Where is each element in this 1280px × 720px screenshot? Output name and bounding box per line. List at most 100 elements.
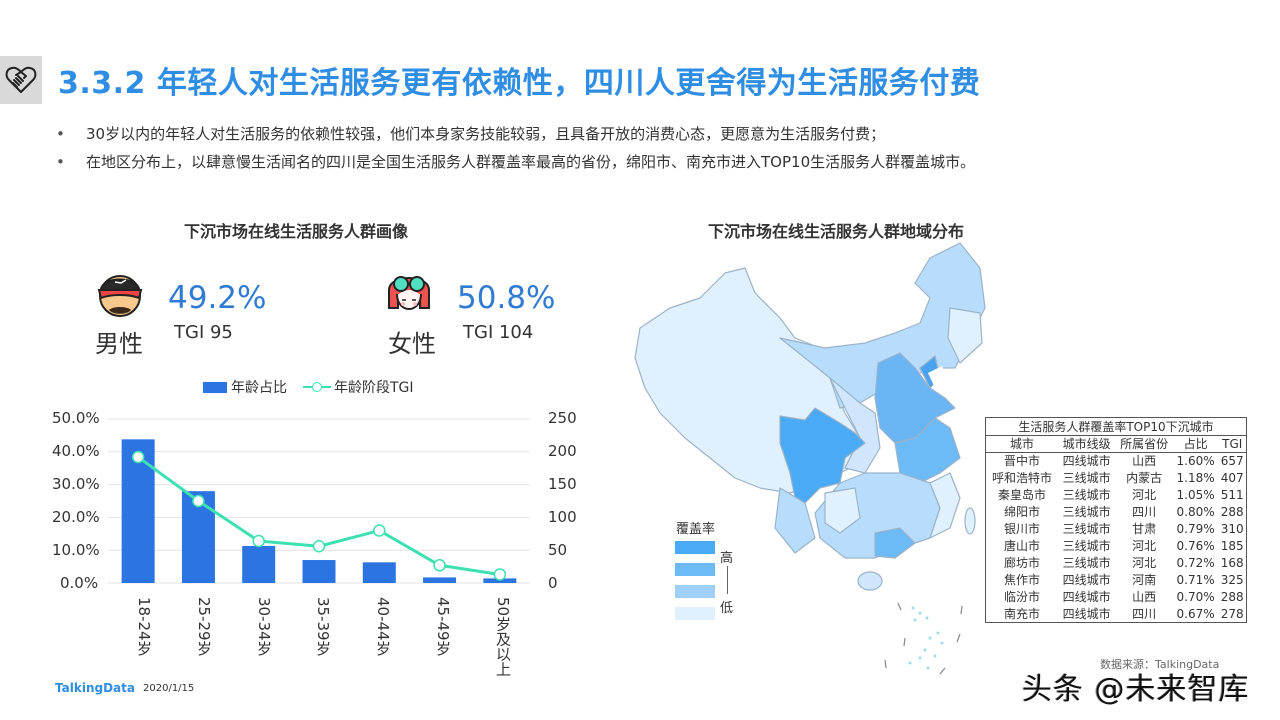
chart-legend: 年龄占比 年龄阶段TGI [203, 377, 414, 397]
cell-province: 甘肃 [1132, 522, 1157, 536]
cell-tgi: 288 [1220, 505, 1244, 519]
bar-legend-swatch [203, 381, 227, 393]
tgi-point [433, 559, 446, 572]
cell-tier: 四线城市 [1062, 573, 1111, 587]
cell-tgi: 288 [1220, 590, 1244, 604]
cell-city: 呼和浩特市 [991, 470, 1052, 485]
legend-rule [727, 566, 728, 594]
legend-swatch-highest [675, 541, 715, 554]
bullet-list: • 30岁以内的年轻人对生活服务的依赖性较强，他们本身家务技能较弱，且具备开放的消… [56, 120, 975, 176]
line-legend-label: 年龄阶段TGI [334, 380, 414, 396]
bar-35-39岁 [302, 560, 336, 583]
cell-tier: 三线城市 [1062, 471, 1111, 485]
cell-share: 0.67% [1176, 606, 1215, 621]
table-row: 银川市 三线城市 甘肃 0.79% 310 [986, 521, 1247, 538]
report-date: 2020/1/15 [143, 683, 195, 694]
cell-tgi: 310 [1220, 522, 1244, 536]
cell-tgi: 407 [1220, 471, 1244, 485]
cell-share: 0.71% [1176, 573, 1215, 587]
line-legend-swatch [303, 381, 331, 393]
male-label: 男性 [95, 330, 143, 358]
table-row: 秦皇岛市 三线城市 河北 1.05% 511 [986, 487, 1247, 504]
bar-45-49岁 [423, 577, 457, 583]
table-row: 绵阳市 三线城市 四川 0.80% 288 [986, 504, 1247, 521]
table-row: 临汾市 四线城市 山西 0.70% 288 [986, 589, 1247, 606]
cell-tgi: 325 [1220, 573, 1244, 587]
cell-city: 廊坊市 [1003, 556, 1040, 570]
cell-province: 四川 [1132, 606, 1157, 621]
map-legend-title: 覆盖率 [676, 522, 716, 537]
male-percent: 49.2% [168, 280, 267, 316]
cell-share: 1.05% [1176, 488, 1215, 502]
table-row: 呼和浩特市 三线城市 内蒙古 1.18% 407 [986, 470, 1247, 487]
female-percent: 50.8% [457, 280, 556, 316]
legend-low-label: 低 [720, 601, 734, 616]
tgi-point [192, 494, 205, 508]
watermark: 头条 @未来智库 [1022, 672, 1250, 707]
bar-40-44岁 [362, 562, 396, 583]
cell-share: 1.60% [1176, 454, 1215, 469]
cell-tier: 四线城市 [1062, 454, 1111, 469]
cell-share: 0.70% [1176, 590, 1215, 604]
bullet-item: • 在地区分布上，以肆意慢生活闻名的四川是全国生活服务人群覆盖率最高的省份，绵阳市… [56, 153, 976, 171]
col-header-province: 所属省份 [1115, 435, 1173, 453]
cell-city: 唐山市 [1003, 539, 1040, 553]
cell-city: 南充市 [1003, 606, 1040, 621]
china-coverage-map [630, 238, 990, 678]
cell-share: 1.18% [1176, 471, 1215, 485]
table-row: 廊坊市 三线城市 河北 0.72% 168 [986, 555, 1247, 572]
table-row: 唐山市 三线城市 河北 0.76% 185 [986, 538, 1247, 555]
talkingdata-logo: TalkingData [55, 681, 135, 695]
persona-section-title: 下沉市场在线生活服务人群画像 [184, 222, 409, 241]
tgi-point [373, 524, 386, 537]
cell-tier: 三线城市 [1062, 505, 1111, 519]
col-header-city: 城市 [985, 435, 1058, 453]
cell-province: 河南 [1132, 573, 1157, 587]
tgi-point [252, 534, 265, 548]
bar-legend-label: 年龄占比 [231, 380, 287, 396]
cell-tier: 三线城市 [1062, 522, 1111, 536]
cell-province: 河北 [1132, 488, 1157, 502]
handshake-heart-icon [0, 56, 42, 104]
cell-province: 河北 [1132, 556, 1157, 570]
cell-share: 0.79% [1176, 522, 1215, 536]
cell-tier: 四线城市 [1062, 590, 1111, 604]
cell-tier: 三线城市 [1062, 539, 1111, 553]
cell-city: 临汾市 [1003, 590, 1040, 604]
cell-tgi: 657 [1220, 454, 1244, 469]
cell-province: 内蒙古 [1126, 471, 1163, 485]
bullet-item: • 30岁以内的年轻人对生活服务的依赖性较强，他们本身家务技能较弱，且具备开放的消… [56, 125, 886, 143]
col-header-tgi: TGI [1218, 435, 1247, 453]
col-header-tier: 城市线级 [1057, 435, 1116, 453]
female-label: 女性 [388, 330, 436, 358]
tgi-point [493, 568, 507, 581]
legend-swatch-low [675, 607, 715, 620]
cell-share: 0.72% [1176, 556, 1215, 570]
cell-tgi: 511 [1220, 488, 1244, 502]
tgi-point [131, 450, 145, 464]
cell-tier: 三线城市 [1062, 556, 1111, 570]
cell-tier: 三线城市 [1062, 488, 1111, 502]
cell-tgi: 185 [1220, 539, 1244, 553]
cell-tgi: 278 [1220, 606, 1244, 621]
female-tgi: TGI 104 [463, 322, 534, 343]
cell-province: 四川 [1132, 505, 1157, 519]
male-avatar-icon [95, 268, 145, 318]
cell-share: 0.80% [1176, 505, 1215, 519]
bar-30-34岁 [242, 545, 276, 583]
cell-city: 焦作市 [1003, 573, 1040, 587]
tgi-point [312, 540, 326, 553]
col-header-share: 占比 [1172, 435, 1219, 453]
cell-tier: 四线城市 [1062, 606, 1111, 621]
page-title: 3.3.2 年轻人对生活服务更有依赖性，四川人更舍得为生活服务付费 [58, 66, 981, 101]
legend-swatch-medium [675, 585, 715, 598]
table-title: 生活服务人群覆盖率TOP10下沉城市 [985, 417, 1247, 436]
cell-share: 0.76% [1176, 539, 1215, 553]
cell-province: 山西 [1132, 454, 1157, 469]
legend-swatch-high [675, 563, 715, 576]
table-row: 焦作市 四线城市 河南 0.71% 325 [986, 572, 1247, 589]
data-source: 数据来源：TalkingData [1100, 658, 1220, 671]
cell-city: 秦皇岛市 [997, 488, 1046, 502]
table-row: 晋中市 四线城市 山西 1.60% 657 [986, 453, 1247, 470]
